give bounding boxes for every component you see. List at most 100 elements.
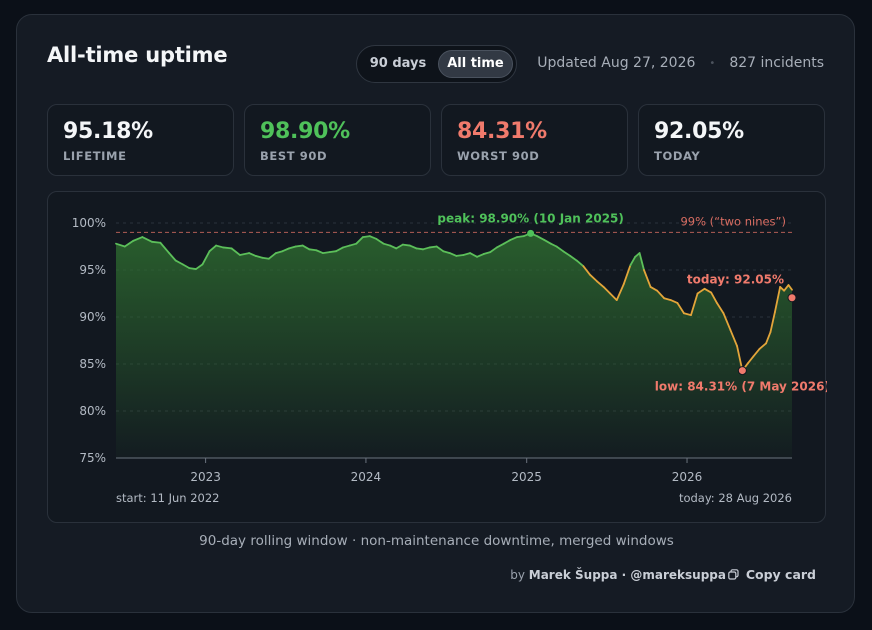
- uptime-line-segment: [773, 286, 782, 314]
- range-end-label: today: 28 Aug 2026: [679, 491, 792, 505]
- uptime-line-segment: [765, 331, 772, 345]
- uptime-line-segment: [779, 286, 785, 292]
- uptime-line-segment: [683, 312, 692, 317]
- uptime-line-segment: [151, 240, 162, 244]
- toggle-90-days-button[interactable]: 90 days: [369, 56, 427, 71]
- uptime-line-segment: [638, 252, 645, 271]
- uptime-line-segment: [589, 273, 598, 283]
- range-toggle: 90 days All time: [356, 45, 517, 83]
- uptime-line-segment: [455, 254, 465, 257]
- uptime-line-segment: [663, 297, 672, 301]
- x-tick-label: 2024: [351, 470, 382, 484]
- uptime-line-segment: [469, 252, 478, 258]
- uptime-line-segment: [248, 252, 257, 257]
- stat-label: BEST 90D: [260, 149, 328, 163]
- uptime-line-segment: [238, 252, 250, 256]
- uptime-line-segment: [669, 299, 679, 304]
- uptime-line-segment: [643, 269, 652, 288]
- stat-label: WORST 90D: [457, 149, 540, 163]
- uptime-line-segment: [476, 253, 485, 258]
- uptime-line-segment: [690, 292, 699, 317]
- uptime-line-segment: [575, 259, 585, 268]
- uptime-line-segment: [569, 255, 578, 262]
- uptime-line-segment: [629, 255, 637, 267]
- stat-value: 84.31%: [457, 119, 547, 144]
- reference-line-label: 99% (“two nines”): [680, 214, 786, 228]
- uptime-chart: 75% 80% 85% 90% 95% 100% 2023 2024 2025 2026 99% (…: [72, 211, 830, 505]
- uptime-line-segment: [482, 251, 492, 255]
- copy-card-label: Copy card: [745, 567, 816, 582]
- uptime-line-segment: [703, 287, 713, 294]
- uptime-line-segment: [422, 246, 431, 251]
- uptime-line-segment: [752, 348, 761, 358]
- today-marker: [787, 293, 797, 303]
- uptime-line-segment: [602, 286, 612, 295]
- stat-best-90d: 98.90% BEST 90D: [244, 104, 431, 176]
- uptime-line-segment: [543, 239, 552, 245]
- x-tick-label: 2026: [672, 470, 703, 484]
- uptime-line-segment: [174, 259, 184, 266]
- updated-text: Updated Aug 27, 2026: [537, 55, 696, 71]
- uptime-line-segment: [783, 284, 790, 292]
- low-marker: [737, 366, 747, 376]
- uptime-line-segment: [195, 263, 204, 270]
- copy-card-button[interactable]: Copy card: [728, 567, 816, 582]
- peak-label: peak: 98.90% (10 Jan 2025): [437, 211, 623, 225]
- uptime-line-segment: [141, 236, 153, 243]
- uptime-line-segment: [281, 247, 290, 253]
- uptime-line-segment: [328, 250, 337, 254]
- uptime-line-segment: [562, 250, 572, 257]
- y-tick-label: 80%: [79, 404, 106, 418]
- uptime-line-segment: [368, 235, 378, 240]
- uptime-line-segment: [355, 236, 364, 245]
- stat-value: 92.05%: [654, 119, 744, 144]
- uptime-line-segment: [428, 245, 438, 249]
- byline: by Marek Šuppa · @mareksuppa: [510, 568, 726, 582]
- uptime-line-segment: [342, 244, 351, 249]
- stat-label: TODAY: [654, 149, 701, 163]
- uptime-line-segment: [254, 255, 264, 259]
- uptime-line-segment: [495, 242, 505, 249]
- uptime-line-segment: [582, 265, 591, 276]
- uptime-line-segment: [123, 239, 135, 248]
- uptime-line-segment: [288, 245, 297, 250]
- uptime-line-segment: [609, 292, 618, 301]
- uptime-line-segment: [267, 252, 277, 260]
- y-tick-label: 100%: [72, 216, 106, 230]
- chart-caption: 90-day rolling window · non-maintenance …: [199, 533, 674, 549]
- uptime-line-segment: [348, 242, 358, 247]
- stat-today: 92.05% TODAY: [638, 104, 825, 176]
- x-tick-label: 2025: [511, 470, 542, 484]
- uptime-line-segment: [442, 250, 451, 254]
- uptime-line-segment: [115, 242, 126, 248]
- uptime-line-segment: [321, 251, 331, 254]
- y-tick-label: 85%: [79, 357, 106, 371]
- uptime-line-segment: [375, 238, 385, 245]
- uptime-line-segment: [596, 280, 605, 288]
- uptime-line-segment: [294, 244, 304, 248]
- uptime-line-segment: [274, 250, 284, 254]
- uptime-line-segment: [502, 239, 512, 245]
- uptime-line-segment: [389, 244, 398, 250]
- uptime-line-segment: [622, 264, 632, 285]
- uptime-line-segment: [215, 244, 225, 249]
- uptime-line-segment: [435, 245, 445, 253]
- y-tick-label: 75%: [79, 451, 106, 465]
- uptime-line-segment: [555, 245, 565, 253]
- stat-lifetime: 95.18% LIFETIME: [47, 104, 234, 176]
- uptime-line-segment: [710, 291, 718, 304]
- uptime-area: [116, 233, 792, 458]
- uptime-line-segment: [615, 283, 625, 301]
- uptime-line-segment: [489, 246, 498, 254]
- uptime-line-segment: [656, 289, 666, 300]
- uptime-line-segment: [715, 302, 725, 315]
- toggle-all-time-button[interactable]: All time: [438, 50, 513, 78]
- today-label: today: 92.05%: [687, 273, 784, 287]
- uptime-line-segment: [722, 312, 732, 332]
- uptime-line-segment: [261, 256, 270, 260]
- uptime-line-segment: [676, 302, 685, 315]
- copy-icon: [728, 569, 739, 580]
- peak-marker: [527, 229, 535, 237]
- uptime-line-segment: [222, 246, 233, 250]
- uptime-line-segment: [201, 250, 211, 266]
